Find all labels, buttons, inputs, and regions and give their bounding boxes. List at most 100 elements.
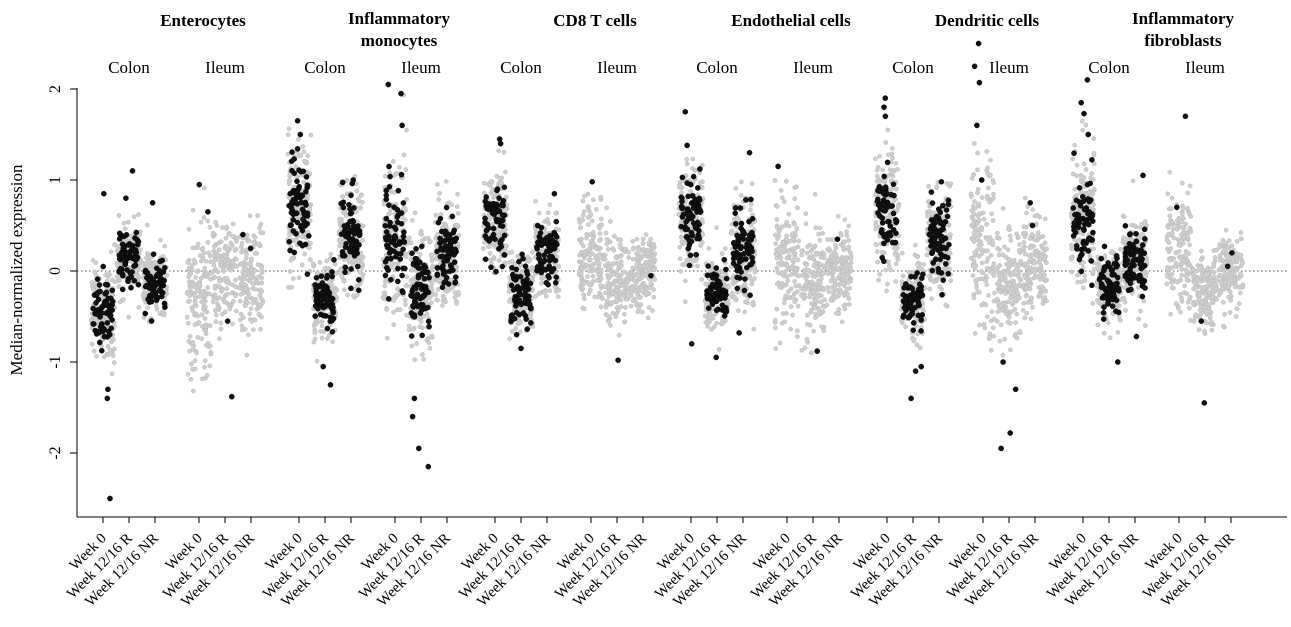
data-point xyxy=(848,265,854,271)
data-point xyxy=(640,241,646,246)
highlighted-data-point xyxy=(748,247,755,253)
highlighted-data-point xyxy=(743,197,749,203)
data-point xyxy=(215,269,221,275)
data-point xyxy=(332,261,338,267)
data-point xyxy=(590,229,596,235)
data-point xyxy=(599,216,604,222)
data-point xyxy=(643,259,649,265)
data-point xyxy=(781,300,787,306)
data-point xyxy=(726,283,732,289)
data-point xyxy=(784,263,789,269)
data-point xyxy=(136,305,142,310)
data-point xyxy=(225,292,230,297)
data-point xyxy=(101,354,107,360)
highlighted-data-point xyxy=(394,278,401,285)
data-point xyxy=(883,140,889,145)
data-point xyxy=(617,278,623,284)
data-point xyxy=(299,262,305,268)
highlighted-data-point xyxy=(452,237,458,243)
data-point xyxy=(580,217,585,223)
data-point xyxy=(437,191,442,196)
data-point xyxy=(509,249,515,255)
data-point xyxy=(606,294,612,299)
data-point xyxy=(698,242,704,247)
data-point xyxy=(600,296,605,301)
data-point xyxy=(606,283,612,289)
data-point xyxy=(94,353,99,359)
data-point xyxy=(202,358,208,364)
highlighted-data-point xyxy=(90,321,96,327)
data-point xyxy=(295,137,301,142)
highlighted-data-point xyxy=(383,196,390,203)
highlighted-data-point xyxy=(450,229,457,236)
highlighted-data-point xyxy=(709,298,716,305)
data-point xyxy=(784,219,790,225)
data-point xyxy=(105,352,111,358)
data-point xyxy=(319,335,325,341)
highlighted-data-point xyxy=(512,277,519,283)
data-point xyxy=(244,255,249,261)
data-point xyxy=(487,251,493,256)
data-point xyxy=(255,213,260,218)
data-point xyxy=(846,301,852,307)
data-point xyxy=(580,261,586,267)
data-point xyxy=(630,239,636,244)
data-point xyxy=(588,212,594,217)
data-point xyxy=(841,303,847,309)
data-point xyxy=(428,239,433,244)
data-point xyxy=(742,309,747,315)
highlighted-data-point xyxy=(723,275,730,282)
highlighted-data-point xyxy=(392,242,399,249)
outlier-data-point xyxy=(101,190,107,197)
data-point xyxy=(328,251,334,257)
data-point xyxy=(886,259,891,265)
highlighted-data-point xyxy=(394,206,401,213)
highlighted-data-point xyxy=(97,288,103,295)
data-point xyxy=(792,299,797,305)
data-point xyxy=(152,259,158,265)
highlighted-data-point xyxy=(523,316,530,322)
data-point xyxy=(890,155,895,161)
data-point xyxy=(408,240,414,246)
highlighted-data-point xyxy=(161,264,168,271)
outlier-data-point xyxy=(589,178,596,185)
data-point xyxy=(812,270,818,276)
data-point xyxy=(482,240,487,245)
data-point xyxy=(606,313,611,319)
highlighted-data-point xyxy=(342,269,348,276)
data-point xyxy=(802,267,807,273)
outlier-data-point xyxy=(682,109,689,115)
data-point xyxy=(244,251,249,257)
data-point xyxy=(202,265,208,271)
data-point xyxy=(786,211,792,217)
data-point xyxy=(337,243,342,249)
highlighted-data-point xyxy=(879,215,886,221)
data-point xyxy=(260,230,266,236)
data-point xyxy=(693,258,699,263)
data-point xyxy=(421,356,427,362)
data-point xyxy=(774,225,780,231)
highlighted-data-point xyxy=(716,278,722,285)
highlighted-data-point xyxy=(442,237,449,244)
data-point xyxy=(212,292,218,298)
data-point xyxy=(314,358,320,364)
data-point xyxy=(202,365,207,370)
data-point xyxy=(533,293,538,299)
data-point xyxy=(790,231,795,237)
data-point xyxy=(788,304,794,309)
data-point xyxy=(678,234,684,240)
data-point xyxy=(782,319,788,325)
highlighted-data-point xyxy=(552,279,559,286)
data-point xyxy=(307,257,313,262)
data-point xyxy=(207,363,213,369)
data-point xyxy=(808,248,814,254)
data-point xyxy=(195,241,201,247)
highlighted-data-point xyxy=(693,251,700,258)
data-point xyxy=(300,234,305,240)
data-point xyxy=(634,300,640,306)
data-point xyxy=(775,236,780,242)
data-point xyxy=(238,281,244,287)
highlighted-data-point xyxy=(426,323,432,330)
data-point xyxy=(496,148,502,154)
highlighted-data-point xyxy=(286,238,293,245)
